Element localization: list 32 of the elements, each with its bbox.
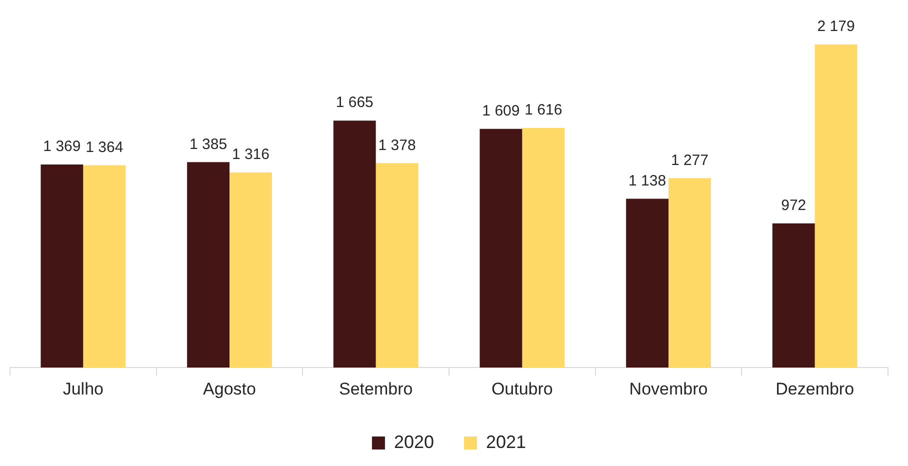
data-label: 1 616 — [524, 101, 562, 118]
bar — [376, 163, 418, 368]
x-tick-label: Julho — [62, 379, 104, 398]
data-label: 1 385 — [190, 136, 228, 153]
bar — [230, 172, 272, 368]
bar — [480, 128, 522, 368]
x-tick-label: Dezembro — [776, 379, 854, 398]
bar — [187, 162, 230, 368]
x-tick-label: Agosto — [203, 379, 256, 398]
data-label: 1 277 — [670, 152, 708, 169]
data-label: 2 179 — [817, 18, 855, 35]
bar — [626, 198, 668, 368]
bar — [772, 223, 815, 368]
bar — [333, 120, 376, 368]
legend-label: 2020 — [394, 432, 434, 452]
data-label: 972 — [781, 197, 806, 214]
bar — [668, 178, 711, 368]
data-label: 1 378 — [378, 136, 416, 154]
bar — [814, 44, 858, 368]
data-label: 1 316 — [232, 146, 270, 163]
data-label: 1 369 — [43, 138, 81, 156]
data-label: 1 609 — [482, 102, 520, 120]
bar — [522, 128, 565, 368]
x-tick-label: Setembro — [338, 379, 413, 398]
data-label: 1 138 — [628, 172, 666, 190]
data-label: 1 364 — [86, 138, 124, 156]
x-tick-label: Novembro — [629, 379, 708, 398]
legend-label: 2021 — [486, 432, 526, 452]
bar — [40, 164, 84, 368]
bar — [83, 165, 126, 368]
data-label: 1 665 — [336, 94, 374, 112]
x-tick-label: Outubro — [491, 379, 553, 398]
